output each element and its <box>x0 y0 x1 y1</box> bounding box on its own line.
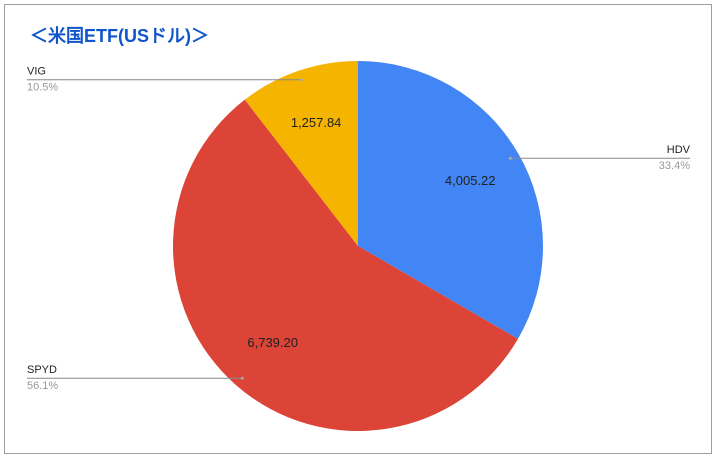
pie-slice <box>244 61 358 246</box>
value-label: 1,257.84 <box>291 115 342 130</box>
legend-label: SPYD <box>27 364 57 376</box>
leader-dot <box>240 376 244 380</box>
value-label: 4,005.22 <box>445 173 496 188</box>
percent-label: 33.4% <box>659 160 690 172</box>
pie-slice <box>358 61 544 339</box>
value-label: 6,739.20 <box>247 335 298 350</box>
percent-label: 10.5% <box>27 82 58 94</box>
legend-label: VIG <box>27 66 46 78</box>
leader-dot <box>299 78 303 82</box>
pie-slice <box>173 99 518 431</box>
leader-dot <box>508 156 512 160</box>
legend-label: HDV <box>667 144 691 156</box>
percent-label: 56.1% <box>27 380 58 392</box>
chart-title: ＜米国ETF(USドル)＞ <box>30 25 209 46</box>
